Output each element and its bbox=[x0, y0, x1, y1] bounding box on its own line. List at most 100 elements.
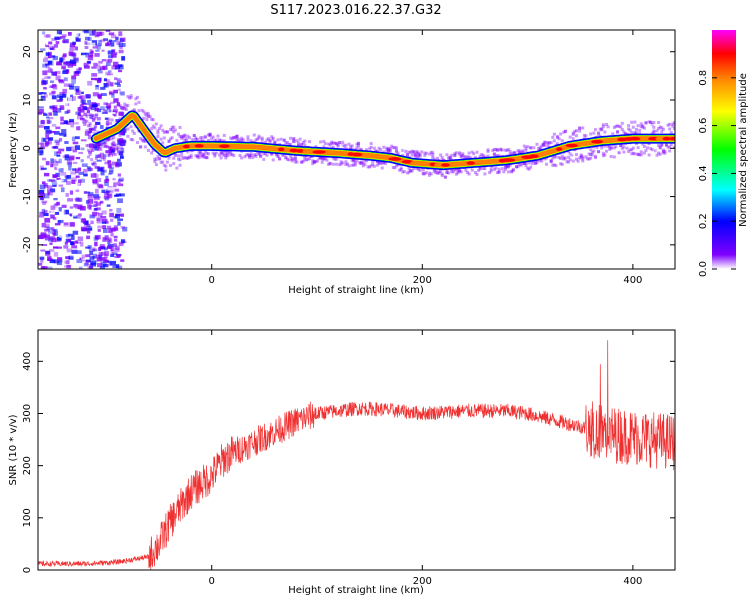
spread-cell bbox=[587, 152, 591, 156]
noise-cell bbox=[103, 165, 110, 171]
spread-cell bbox=[636, 152, 640, 156]
spread-cell bbox=[508, 152, 512, 156]
spread-cell bbox=[489, 169, 493, 173]
spread-cell bbox=[638, 153, 642, 157]
spread-cell bbox=[413, 152, 417, 156]
spread-cell bbox=[556, 141, 560, 145]
noise-cell bbox=[87, 37, 92, 42]
noise-cell bbox=[119, 37, 126, 42]
spread-cell bbox=[658, 152, 662, 156]
noise-cell bbox=[58, 158, 62, 164]
noise-cell bbox=[67, 198, 74, 202]
spread-cell bbox=[109, 151, 113, 155]
spread-cell bbox=[527, 167, 531, 171]
noise-cell bbox=[69, 118, 75, 123]
spread-cell bbox=[285, 141, 289, 145]
spread-cell bbox=[586, 157, 590, 161]
noise-cell bbox=[104, 145, 109, 148]
spread-cell bbox=[608, 147, 612, 151]
spread-cell bbox=[323, 156, 327, 160]
spread-cell bbox=[631, 125, 635, 129]
spread-cell bbox=[601, 123, 605, 127]
noise-cell bbox=[111, 111, 116, 115]
spread-cell bbox=[159, 160, 163, 164]
noise-cell bbox=[60, 172, 67, 176]
spread-cell bbox=[666, 145, 670, 149]
spread-cell bbox=[91, 114, 95, 118]
spread-cell bbox=[601, 154, 605, 158]
noise-cell bbox=[63, 83, 70, 87]
noise-cell bbox=[113, 238, 118, 242]
spread-cell bbox=[135, 95, 139, 99]
noise-cell bbox=[65, 256, 70, 260]
noise-cell bbox=[40, 119, 45, 125]
spread-cell bbox=[437, 170, 441, 174]
noise-cell bbox=[96, 159, 102, 162]
spread-cell bbox=[609, 146, 613, 150]
noise-cell bbox=[107, 58, 113, 63]
snr-marks bbox=[38, 340, 675, 570]
noise-cell bbox=[49, 248, 55, 252]
spread-cell bbox=[153, 157, 157, 161]
noise-cell bbox=[110, 188, 114, 193]
noise-cell bbox=[75, 90, 81, 95]
noise-cell bbox=[111, 53, 117, 58]
spread-cell bbox=[222, 153, 226, 157]
spread-cell bbox=[589, 132, 593, 136]
spread-cell bbox=[516, 165, 520, 169]
heatmap-marks bbox=[38, 30, 675, 269]
spread-cell bbox=[666, 123, 670, 127]
noise-cell bbox=[76, 68, 81, 73]
noise-cell bbox=[75, 189, 80, 193]
spread-cell bbox=[647, 153, 651, 157]
spread-cell bbox=[317, 156, 321, 160]
noise-cell bbox=[71, 96, 76, 101]
spread-cell bbox=[655, 125, 659, 129]
spread-cell bbox=[276, 154, 280, 158]
noise-cell bbox=[111, 65, 116, 70]
spread-cell bbox=[200, 139, 204, 143]
spread-cell bbox=[240, 136, 244, 140]
noise-cell bbox=[53, 44, 59, 48]
noise-cell bbox=[67, 31, 72, 36]
noise-cell bbox=[105, 175, 109, 181]
spread-cell bbox=[593, 154, 597, 158]
noise-cell bbox=[68, 165, 72, 171]
spread-cell bbox=[489, 167, 493, 171]
noise-cell bbox=[95, 178, 102, 183]
spread-cell bbox=[213, 152, 217, 156]
noise-cell bbox=[96, 262, 103, 268]
spread-cell bbox=[219, 156, 223, 160]
ridge-peak bbox=[410, 161, 418, 165]
spread-cell bbox=[435, 171, 439, 175]
spread-cell bbox=[467, 155, 471, 159]
spread-cell bbox=[303, 157, 307, 161]
noise-cell bbox=[72, 168, 77, 171]
noise-cell bbox=[56, 260, 63, 266]
spread-cell bbox=[579, 154, 583, 158]
noise-cell bbox=[43, 210, 48, 213]
spread-cell bbox=[562, 156, 566, 160]
spread-cell bbox=[374, 149, 378, 153]
noise-cell bbox=[110, 166, 115, 169]
spread-cell bbox=[568, 135, 572, 139]
spread-cell bbox=[559, 132, 563, 136]
y-tick-label: 10 bbox=[22, 94, 33, 107]
spread-cell bbox=[205, 156, 209, 160]
spread-cell bbox=[183, 134, 187, 138]
noise-cell bbox=[110, 40, 117, 43]
noise-cell bbox=[54, 211, 60, 215]
spread-cell bbox=[510, 170, 514, 174]
spread-cell bbox=[486, 149, 490, 153]
spread-cell bbox=[360, 160, 364, 164]
spread-cell bbox=[287, 143, 291, 147]
spread-cell bbox=[173, 152, 177, 156]
spread-cell bbox=[358, 161, 362, 165]
noise-cell bbox=[45, 63, 49, 66]
spread-cell bbox=[549, 159, 553, 163]
spread-cell bbox=[413, 154, 417, 158]
spread-cell bbox=[176, 154, 180, 158]
spread-cell bbox=[387, 147, 391, 151]
noise-cell bbox=[42, 31, 46, 35]
spread-cell bbox=[371, 159, 375, 163]
